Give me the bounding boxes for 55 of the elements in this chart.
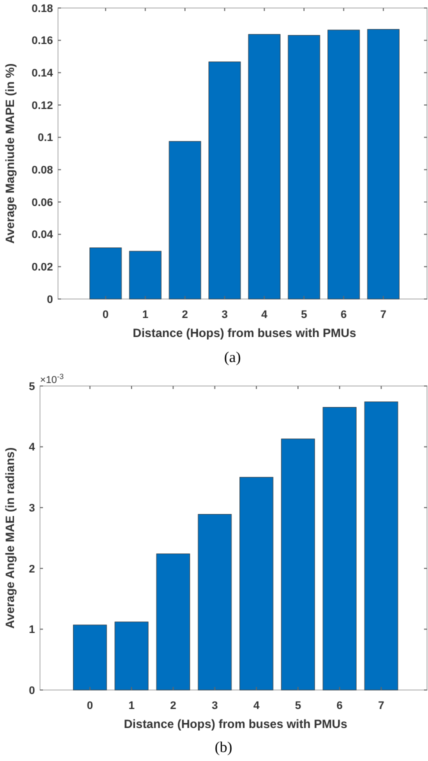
y-tick-label: 2 (28, 563, 35, 576)
y-axis-title: Average Magniude MAPE (in %) (3, 63, 17, 244)
y-tick-label: 0.12 (32, 100, 53, 112)
bar (248, 34, 280, 300)
x-tick-label: 3 (212, 700, 218, 712)
x-tick-label: 0 (86, 700, 93, 712)
x-tick-label: 1 (142, 309, 148, 321)
y-tick-label: 0.02 (32, 262, 53, 274)
y-tick-label: 0.06 (32, 196, 53, 209)
bar (364, 402, 398, 690)
bar (156, 554, 190, 690)
annotation: ×10$^{-3}$ (40, 372, 64, 386)
x-tick-label: 1 (128, 700, 135, 712)
bar (288, 35, 320, 300)
y-tick-label: 0.1 (38, 132, 53, 144)
y-tick-label: 5 (28, 380, 35, 393)
x-tick-label: 2 (182, 309, 188, 321)
bar (239, 476, 274, 690)
y-tick-label: 4 (28, 442, 36, 454)
x-tick-label: 6 (336, 700, 343, 712)
y-tick-label: 0 (28, 684, 35, 697)
x-tick-label: 7 (378, 700, 384, 712)
bar (281, 438, 315, 690)
bar (198, 514, 232, 690)
bar (89, 248, 122, 300)
bar (328, 30, 360, 300)
x-axis-title: Distance (Hops) from buses with PMUs (124, 717, 348, 731)
x-tick-label: 0 (102, 309, 109, 321)
x-tick-label: 7 (380, 309, 386, 321)
y-tick-label: 0.08 (32, 164, 53, 177)
bar (73, 624, 107, 690)
y-axis-title: Average Angle MAE (in radians) (3, 447, 17, 629)
bar (322, 407, 357, 690)
bar (367, 29, 400, 300)
x-axis-title: Distance (Hops) from buses with PMUs (132, 326, 356, 340)
y-tick-label: 1 (28, 624, 35, 636)
x-tick-label: 4 (253, 700, 260, 712)
text: (a) (224, 350, 241, 366)
x-tick-label: 4 (261, 309, 268, 321)
y-tick-label: 0.04 (32, 229, 54, 242)
bar (208, 62, 241, 300)
y-tick-label: 0.14 (32, 68, 54, 80)
x-tick-label: 5 (294, 700, 302, 712)
y-tick-label: 3 (28, 502, 35, 514)
x-tick-label: 6 (340, 309, 347, 321)
y-tick-label: 0 (46, 294, 53, 306)
x-tick-label: 2 (170, 700, 176, 712)
text: (b) (214, 740, 232, 756)
bar (114, 622, 148, 690)
y-tick-label: 0.16 (32, 35, 53, 48)
x-tick-label: 3 (222, 309, 228, 321)
y-tick-label: 0.18 (32, 2, 53, 15)
bar (129, 250, 162, 300)
bar (168, 141, 202, 300)
x-tick-label: 5 (300, 309, 308, 321)
